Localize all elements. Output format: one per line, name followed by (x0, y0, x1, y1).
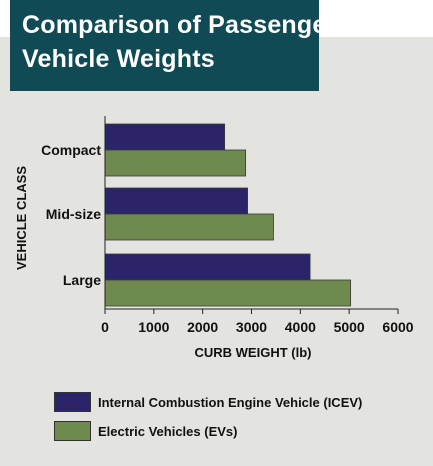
legend-label-ev: Electric Vehicles (EVs) (98, 424, 238, 439)
x-tick-label: 5000 (334, 319, 365, 335)
chart-title-line-2: Vehicle Weights (22, 45, 215, 73)
bar-ev-large (104, 279, 352, 307)
bar-icev-compact (104, 123, 226, 151)
y-axis-title: VEHICLE CLASS (14, 166, 29, 270)
legend-swatch-icev (54, 392, 91, 412)
x-tick-label: 2000 (187, 319, 218, 335)
x-tick-label: 6000 (382, 319, 413, 335)
bar-ev-compact (104, 149, 247, 177)
chart-title-line-1: Comparison of Passenger (22, 11, 337, 39)
x-tick-label: 0 (101, 319, 109, 335)
legend-label-icev: Internal Combustion Engine Vehicle (ICEV… (98, 395, 363, 410)
category-label-large: Large (63, 272, 101, 288)
bar-icev-mid-size (104, 187, 248, 215)
x-tick-label: 1000 (138, 319, 169, 335)
title-box: Comparison of Passenger Vehicle Weights (10, 0, 336, 91)
x-tick-label: 4000 (285, 319, 316, 335)
category-label-mid-size: Mid-size (46, 206, 101, 222)
category-label-compact: Compact (41, 142, 101, 158)
legend-swatch-ev (54, 421, 91, 441)
x-tick-label: 3000 (236, 319, 267, 335)
bar-icev-large (104, 253, 311, 281)
x-axis-title: CURB WEIGHT (lb) (195, 345, 312, 360)
bar-ev-mid-size (104, 213, 274, 241)
